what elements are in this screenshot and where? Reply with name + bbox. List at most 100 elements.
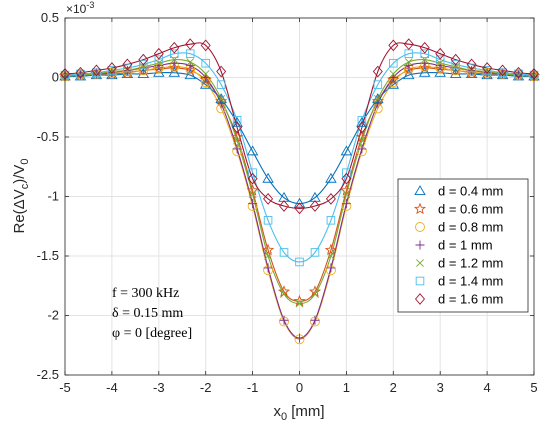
data-point [262,172,274,183]
data-point [263,193,274,205]
data-point [122,58,133,71]
data-point [373,80,383,89]
x-tick-label: -5 [59,380,71,395]
legend-marker-6 [415,276,425,286]
x-tick-label: -3 [153,380,165,395]
data-point [233,136,242,145]
x-tick-label: -2 [200,380,212,395]
data-point [279,315,289,325]
data-point [403,38,414,51]
data-point [482,66,492,75]
data-point [467,66,476,75]
data-point [295,333,304,343]
legend-label-6: d = 1.4 mm [438,274,503,289]
data-point [341,199,351,209]
data-point [309,200,320,212]
data-point [186,58,195,66]
data-point [404,58,413,66]
data-point [248,199,258,209]
data-point [310,315,320,325]
legend-items: d = 0.4 mm d = 0.6 mm d = 0.8 mm d = 1 mm d … [413,184,503,307]
data-point [418,61,431,74]
data-point [137,63,150,76]
data-point [327,252,335,260]
data-point [246,145,259,156]
data-point [231,116,243,127]
data-point [200,39,211,52]
data-point [498,68,507,78]
series-markers [58,38,541,345]
data-point [168,61,181,74]
data-point [139,62,148,71]
data-point [232,144,242,154]
y-tick-label: -1 [47,189,59,204]
data-point [185,38,196,51]
x-tick-label: 5 [530,380,537,395]
data-point [263,216,273,225]
data-point [389,58,398,68]
data-point [92,68,101,78]
data-point [435,47,446,60]
data-point [169,41,180,54]
data-point [139,60,148,69]
legend-label-2: d = 0.6 mm [438,202,503,217]
legend-label-5: d = 1.2 mm [438,256,503,271]
data-point [451,62,460,71]
x-tick-label: -1 [247,380,259,395]
data-point [311,290,319,298]
data-point [466,58,477,71]
data-point [356,121,367,134]
legend-label-7: d = 1.6 mm [438,292,503,307]
annotation-frequency: f = 300 kHz [112,286,179,301]
data-point [106,62,117,74]
series-line-7 [64,42,535,209]
y-tick-label: -2.5 [37,367,59,382]
data-point [123,63,132,73]
data-point [402,63,415,76]
data-point [261,243,275,256]
data-point [295,299,304,308]
data-point [388,39,399,52]
data-point [201,58,210,68]
data-point [420,49,429,58]
data-point [372,65,383,78]
data-point [201,70,210,78]
y-tick-label: 0 [52,70,59,85]
annotation-delta: δ = 0.15 mm [112,306,183,321]
legend-marker-4 [415,240,425,250]
y-tick-labels: 0.5 0 -0.5 -1 -1.5 -2 -2.5 [37,10,59,382]
data-point [279,248,289,257]
annotation-block: f = 300 kHz δ = 0.15 mm φ = 0 [degree] [112,286,192,341]
data-point [184,63,197,76]
data-point [138,53,149,66]
data-point [324,243,338,256]
data-point [153,47,164,60]
data-point [91,64,102,77]
data-point [231,130,244,143]
x-tick-labels: -5 -4 -3 -2 -1 0 1 2 3 4 5 [59,380,537,395]
data-point [357,144,367,154]
data-point [152,62,165,75]
legend-marker-2 [413,202,427,215]
data-point [357,116,367,125]
legend-marker-1 [414,185,426,196]
data-point [279,200,290,212]
x-tick-label: 4 [483,380,490,395]
data-point [216,99,226,109]
data-point [264,252,272,260]
data-point [467,63,476,73]
y-axis-multiplier: ×10-3 [66,0,94,16]
data-point [280,290,288,298]
data-point [232,121,243,134]
legend-label-3: d = 0.8 mm [438,220,503,235]
x-axis-label: x0 [mm] [273,403,324,423]
data-point [123,66,132,75]
data-point [293,197,306,208]
y-tick-label: 0.5 [41,10,59,25]
annotation-phi: φ = 0 [degree] [112,326,192,341]
data-point [154,55,164,64]
data-point [248,190,257,199]
plot-frame [64,17,535,376]
data-point [232,116,242,125]
